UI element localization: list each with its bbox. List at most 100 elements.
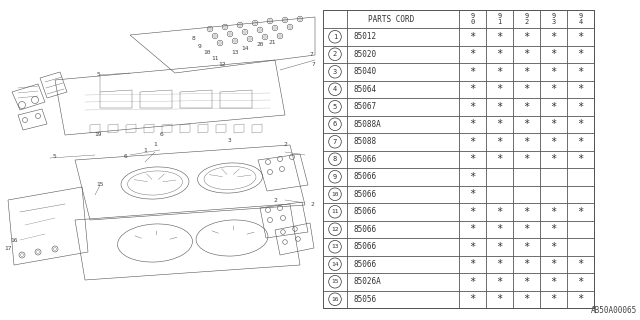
Text: *: * [469,277,476,287]
Text: *: * [524,67,530,77]
Text: 85066: 85066 [353,207,376,216]
Text: 7: 7 [311,62,315,68]
Text: 2: 2 [310,203,314,207]
Text: *: * [524,84,530,94]
Text: 9: 9 [198,44,202,49]
Text: *: * [524,102,530,112]
Text: 1: 1 [153,142,157,148]
Text: *: * [469,32,476,42]
Text: 16: 16 [10,237,18,243]
Text: 11: 11 [211,57,219,61]
Text: *: * [550,154,557,164]
Text: *: * [550,32,557,42]
Text: 2: 2 [273,197,277,203]
Text: 85066: 85066 [353,172,376,181]
Text: 0: 0 [470,19,475,25]
Text: *: * [497,242,502,252]
Text: *: * [469,84,476,94]
Text: 85088A: 85088A [353,120,381,129]
Text: *: * [550,294,557,304]
Text: 8: 8 [191,36,195,41]
Text: *: * [577,294,584,304]
Text: *: * [577,137,584,147]
Text: *: * [469,172,476,182]
Text: 85066: 85066 [353,242,376,251]
Text: *: * [550,102,557,112]
Text: 12: 12 [332,227,339,232]
Text: 1: 1 [497,19,502,25]
Text: *: * [524,207,530,217]
Text: *: * [550,67,557,77]
Text: 10: 10 [332,192,339,197]
Text: *: * [469,207,476,217]
Text: 13: 13 [332,244,339,249]
Text: *: * [469,242,476,252]
Text: 12: 12 [218,62,226,68]
Text: 1: 1 [143,148,147,153]
Text: 17: 17 [4,246,12,252]
Text: *: * [577,67,584,77]
Text: *: * [524,224,530,234]
Text: 2: 2 [333,51,337,57]
Text: 85064: 85064 [353,85,376,94]
Text: *: * [550,224,557,234]
Text: *: * [524,259,530,269]
Text: 4: 4 [333,86,337,92]
Text: *: * [550,137,557,147]
Text: *: * [577,277,584,287]
Text: *: * [550,49,557,59]
Text: 9: 9 [497,13,502,19]
Text: 19: 19 [94,132,102,138]
Text: 85026A: 85026A [353,277,381,286]
Text: 9: 9 [552,13,556,19]
Text: *: * [524,242,530,252]
Text: 15: 15 [332,279,339,284]
Text: *: * [497,224,502,234]
Text: 1: 1 [333,34,337,40]
Text: 2: 2 [283,142,287,148]
Text: *: * [577,207,584,217]
Text: *: * [497,259,502,269]
Text: 5: 5 [52,155,56,159]
Text: *: * [469,102,476,112]
Text: 11: 11 [332,209,339,214]
Text: 14: 14 [332,262,339,267]
Text: *: * [497,67,502,77]
Text: 9: 9 [579,13,582,19]
Text: *: * [469,49,476,59]
Bar [323,10,594,308]
Text: 10: 10 [204,50,211,54]
Text: *: * [550,242,557,252]
Text: *: * [577,49,584,59]
Text: 4: 4 [579,19,582,25]
Text: *: * [469,189,476,199]
Text: *: * [577,154,584,164]
Text: 6: 6 [160,132,164,138]
Text: 85066: 85066 [353,155,376,164]
Text: *: * [469,67,476,77]
Text: *: * [497,84,502,94]
Text: *: * [497,154,502,164]
Text: 5: 5 [333,104,337,110]
Text: *: * [469,137,476,147]
Text: 13: 13 [231,51,239,55]
Text: *: * [577,32,584,42]
Text: *: * [550,207,557,217]
Text: 9: 9 [470,13,475,19]
Text: *: * [524,119,530,129]
Text: 85056: 85056 [353,295,376,304]
Text: 85088: 85088 [353,137,376,146]
Text: *: * [577,102,584,112]
Text: 85066: 85066 [353,260,376,269]
Text: 85066: 85066 [353,190,376,199]
Text: *: * [497,32,502,42]
Text: *: * [524,137,530,147]
Text: AB50A00065: AB50A00065 [591,306,637,315]
Text: *: * [524,49,530,59]
Text: *: * [577,84,584,94]
Text: *: * [524,154,530,164]
Text: 6: 6 [333,121,337,127]
Text: 2: 2 [524,19,529,25]
Text: 3: 3 [333,69,337,75]
Text: 7: 7 [310,52,314,58]
